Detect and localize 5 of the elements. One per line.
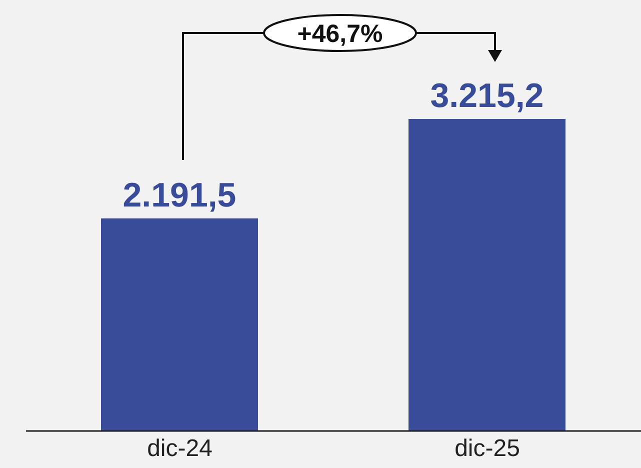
x-tick-label: dic-25 [454,435,520,462]
text: +46,7% [297,20,383,48]
data-label: 3.215,2 [430,77,544,115]
x-tick-label: dic-24 [147,435,212,462]
data-label: 2.191,5 [122,176,236,214]
